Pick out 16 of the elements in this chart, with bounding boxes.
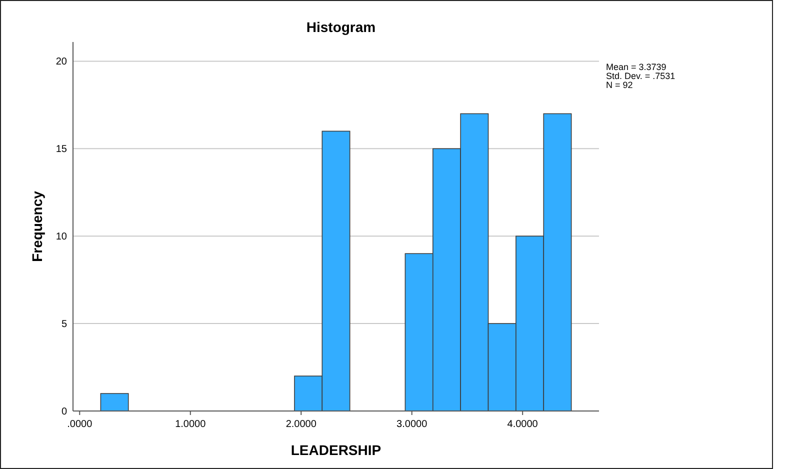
text: Std. Dev. = .7531 — [606, 71, 676, 81]
x-tick-label: 1.0000 — [175, 419, 206, 430]
y-axis-title: Frequency — [29, 190, 45, 262]
y-tick-label: 0 — [61, 406, 68, 418]
y-tick-label: 5 — [61, 319, 68, 330]
y-tick-label: 15 — [56, 144, 68, 156]
x-tick-label: 4.0000 — [507, 419, 538, 430]
y-tick-label: 20 — [56, 56, 68, 68]
x-axis-title: LEADERSHIP — [290, 442, 382, 458]
text: N = 92 — [606, 80, 633, 90]
chart-title: Histogram — [306, 19, 376, 35]
x-tick-label: 2.0000 — [286, 419, 317, 430]
x-tick-label: .0000 — [67, 419, 93, 430]
text: Mean = 3.3739 — [606, 62, 666, 72]
y-tick-label: 10 — [56, 232, 68, 243]
x-tick-label: 3.0000 — [396, 419, 428, 430]
